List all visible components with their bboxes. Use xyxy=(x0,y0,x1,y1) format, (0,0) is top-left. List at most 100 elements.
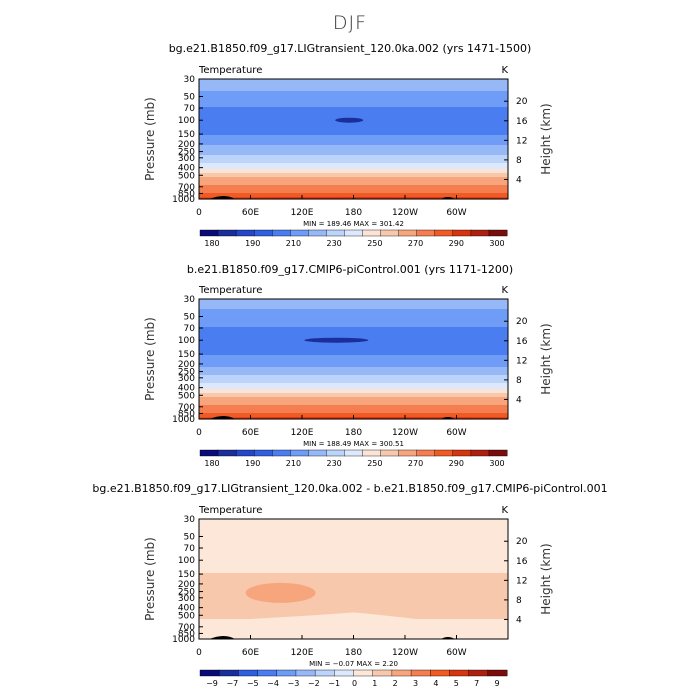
field-band xyxy=(199,167,508,170)
field-band xyxy=(199,185,508,188)
colorbar-label: 210 xyxy=(286,239,301,248)
colorbar-label: 270 xyxy=(408,239,423,248)
colorbar-label: 3 xyxy=(413,679,418,688)
field-band xyxy=(199,389,508,392)
y-axis-label: Pressure (mb) xyxy=(143,317,157,401)
colorbar-cell xyxy=(452,229,472,237)
field-band xyxy=(199,367,508,370)
z-tick-label: 16 xyxy=(516,557,528,567)
z-tick-label: 16 xyxy=(516,337,528,347)
field-band xyxy=(199,595,508,598)
x-tick-label: 60W xyxy=(446,208,466,218)
colorbar-cell xyxy=(253,449,273,457)
field-band xyxy=(199,397,508,400)
y-axis-label: Pressure (mb) xyxy=(143,97,157,181)
field-band xyxy=(199,567,508,570)
field-band xyxy=(199,401,508,404)
z-tick-label: 16 xyxy=(516,117,528,127)
colorbar-label: 180 xyxy=(204,459,219,468)
field-band xyxy=(199,125,508,128)
field-label: Temperature xyxy=(198,65,262,76)
field-band xyxy=(199,553,508,556)
field-band xyxy=(199,149,508,152)
p-tick-label: 250 xyxy=(178,148,195,158)
field-band xyxy=(199,303,508,306)
field-band xyxy=(199,375,508,378)
z-tick-label: 8 xyxy=(516,156,522,166)
field-band xyxy=(199,387,508,390)
field-band xyxy=(199,109,508,112)
p-tick-label: 30 xyxy=(184,75,196,85)
field-band xyxy=(199,305,508,308)
p-tick-label: 500 xyxy=(178,611,195,621)
x-tick-label: 180 xyxy=(345,208,362,218)
cold-core xyxy=(304,337,369,343)
panel-2-title: b.e21.B1850.f09_g17.CMIP6-piControl.001 … xyxy=(186,263,514,276)
field-band xyxy=(199,325,508,328)
colorbar-cell xyxy=(380,449,400,457)
field-band xyxy=(199,343,508,346)
p-tick-label: 500 xyxy=(178,391,195,401)
colorbar-cell xyxy=(238,669,259,677)
field-band xyxy=(199,111,508,114)
colorbar-label: 1 xyxy=(372,679,377,688)
field-band xyxy=(199,349,508,352)
colorbar-cell xyxy=(199,669,220,677)
field-band xyxy=(199,189,508,192)
field-band xyxy=(199,383,508,386)
field-band xyxy=(199,351,508,354)
colorbar-label: 290 xyxy=(449,239,464,248)
field-band xyxy=(199,187,508,190)
stats-label: MIN = 189.46 MAX = 301.42 xyxy=(303,220,404,228)
field-band xyxy=(199,369,508,372)
panel-3-title: bg.e21.B1850.f09_g17.LIGtransient_120.0k… xyxy=(92,482,608,495)
z-tick-label: 4 xyxy=(516,175,522,185)
p-tick-label: 300 xyxy=(178,374,195,384)
field-band xyxy=(199,87,508,90)
field-band xyxy=(199,377,508,380)
p-tick-label: 30 xyxy=(184,295,196,305)
field-band xyxy=(199,409,508,412)
field-band xyxy=(199,79,508,82)
field-band xyxy=(199,129,508,132)
field-band xyxy=(199,321,508,324)
field-band xyxy=(199,301,508,304)
field-band xyxy=(199,319,508,322)
field-band xyxy=(199,599,508,602)
colorbar-cell xyxy=(416,229,436,237)
z-tick-label: 4 xyxy=(516,395,522,405)
p-tick-label: 1000 xyxy=(172,415,195,425)
x-tick-label: 60E xyxy=(242,428,259,438)
field-band xyxy=(199,105,508,108)
field-band xyxy=(199,153,508,156)
field-band xyxy=(199,317,508,320)
p-tick-label: 100 xyxy=(178,556,195,566)
colorbar-label: 300 xyxy=(489,459,504,468)
x-tick-label: 120E xyxy=(291,648,314,658)
colorbar-cell xyxy=(353,669,374,677)
colorbar-label: −5 xyxy=(247,679,259,688)
panel-2 xyxy=(198,298,509,457)
field-band xyxy=(199,601,508,604)
p-tick-label: 150 xyxy=(178,130,195,140)
field-band xyxy=(199,299,508,302)
p-tick-label: 400 xyxy=(178,164,195,174)
colorbar-cell xyxy=(218,669,239,677)
p-tick-label: 30 xyxy=(184,515,196,525)
field-band xyxy=(199,357,508,360)
colorbar-label: 230 xyxy=(327,239,342,248)
field-band xyxy=(199,123,508,126)
field-band xyxy=(199,85,508,88)
colorbar-cell xyxy=(380,229,400,237)
colorbar-cell xyxy=(253,229,273,237)
field-band xyxy=(199,399,508,402)
field-band xyxy=(199,363,508,366)
field-band xyxy=(199,395,508,398)
field-band xyxy=(199,579,508,582)
x-tick-label: 0 xyxy=(196,208,202,218)
field-band xyxy=(199,97,508,100)
field-band xyxy=(199,573,508,576)
z-tick-label: 20 xyxy=(516,317,528,327)
z-tick-label: 8 xyxy=(516,596,522,606)
field-band xyxy=(199,139,508,142)
